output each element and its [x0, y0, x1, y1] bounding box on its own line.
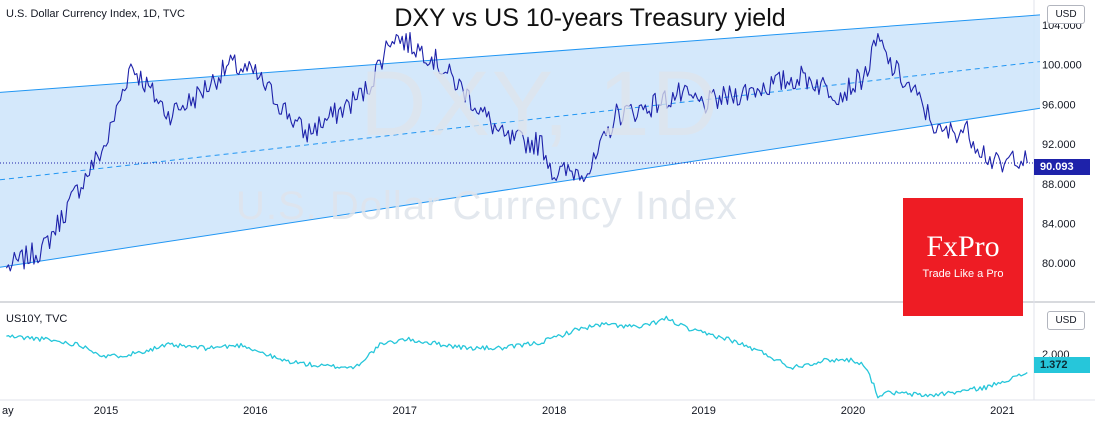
us10y-last-price-tag: 1.372	[1034, 357, 1090, 373]
x-tick-label: 2018	[542, 405, 566, 417]
x-tick-label: ay	[2, 405, 14, 417]
dxy-currency-badge[interactable]: USD	[1047, 5, 1085, 24]
channel-upper-line	[0, 14, 1041, 93]
watermark-symbol: DXY, 1D	[360, 53, 721, 155]
x-tick-label: 2017	[393, 405, 417, 417]
dxy-y-tick-label: 80.000	[1042, 258, 1076, 270]
dxy-y-tick-label: 96.000	[1042, 99, 1076, 111]
fxpro-logo-tagline: Trade Like a Pro	[922, 268, 1004, 280]
dxy-y-tick-label: 92.000	[1042, 139, 1076, 151]
dxy-y-tick-label: 88.000	[1042, 179, 1076, 191]
dxy-y-tick-label: 100.000	[1042, 60, 1082, 72]
dxy-pane-label: U.S. Dollar Currency Index, 1D, TVC	[6, 8, 185, 20]
us10y-pane-label: US10Y, TVC	[6, 313, 68, 325]
channel-lower-line	[0, 107, 1041, 268]
figure-title: DXY vs US 10-years Treasury yield	[394, 4, 786, 32]
x-tick-label: 2021	[990, 405, 1014, 417]
watermark-description: U.S. Dollar Currency Index	[236, 184, 738, 228]
x-tick-label: 2019	[691, 405, 715, 417]
x-tick-label: 2020	[841, 405, 865, 417]
fxpro-logo: FxPro Trade Like a Pro	[903, 198, 1023, 316]
us10y-series-line	[6, 315, 1028, 399]
dxy-last-price-tag: 90.093	[1034, 159, 1090, 175]
x-tick-label: 2016	[243, 405, 267, 417]
x-tick-label: 2015	[94, 405, 118, 417]
channel-median-line	[0, 61, 1041, 181]
dxy-series-line	[5, 31, 1028, 272]
dxy-y-tick-label: 84.000	[1042, 219, 1076, 231]
us10y-currency-badge[interactable]: USD	[1047, 311, 1085, 330]
fxpro-logo-text: FxPro	[926, 230, 1000, 263]
